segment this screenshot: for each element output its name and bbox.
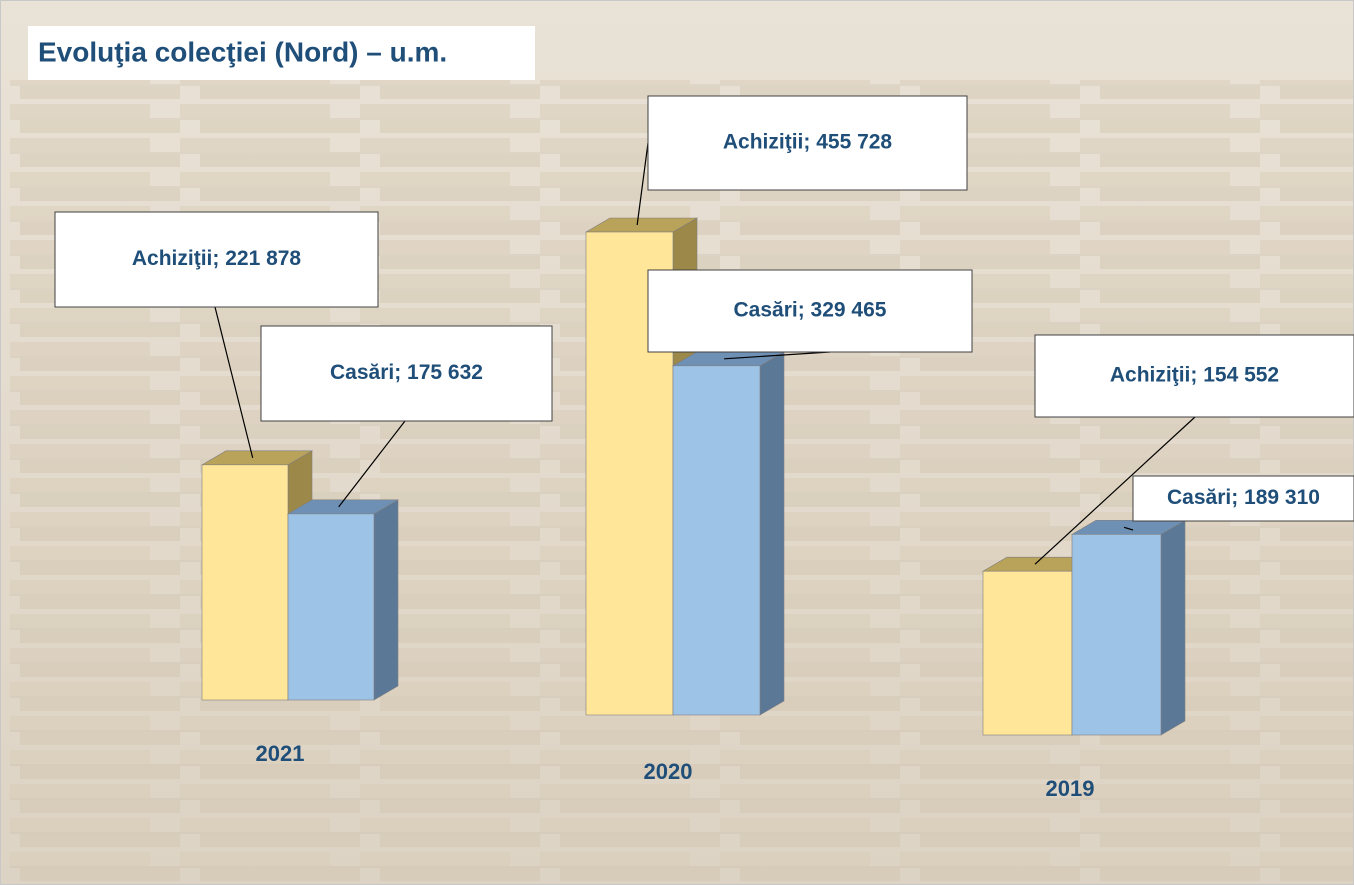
plot: 2021 2020 2019 Achiziţii; 221 878 Casări; 17… [54, 95, 1354, 801]
bar [1071, 534, 1162, 736]
data-label: Achiziţii; 221 878 [132, 247, 302, 270]
leader-line [724, 351, 831, 360]
bar [287, 513, 375, 701]
x-tick-label: 2020 [644, 759, 693, 784]
bar-side [373, 499, 399, 701]
x-tick-label: 2019 [1046, 776, 1095, 801]
data-label-box [260, 325, 553, 422]
bar [201, 464, 289, 701]
bar-side [759, 351, 785, 716]
bar [982, 570, 1073, 736]
bar [672, 365, 761, 716]
leader-line [1034, 416, 1196, 565]
data-label: Achiziţii; 154 552 [1110, 364, 1279, 387]
data-label-box [647, 269, 973, 353]
x-tick-label: 2021 [256, 741, 305, 766]
data-label: Achiziţii; 455 728 [723, 131, 893, 154]
data-label-box [1034, 334, 1354, 418]
data-label-box [647, 95, 968, 191]
chart-title: Evoluţia colecţiei (Nord) – u.m. [38, 36, 447, 67]
leader-line [338, 420, 406, 508]
data-label-box [1132, 475, 1354, 522]
leader-line [214, 306, 254, 458]
bar-side [1160, 519, 1186, 736]
title-box [28, 26, 535, 80]
data-label: Casări; 175 632 [330, 361, 483, 384]
leader-line [636, 142, 649, 226]
data-label: Casări; 189 310 [1167, 486, 1320, 509]
data-label-box [54, 211, 379, 308]
leader-line [1123, 526, 1134, 531]
data-label: Casări; 329 465 [734, 299, 887, 322]
